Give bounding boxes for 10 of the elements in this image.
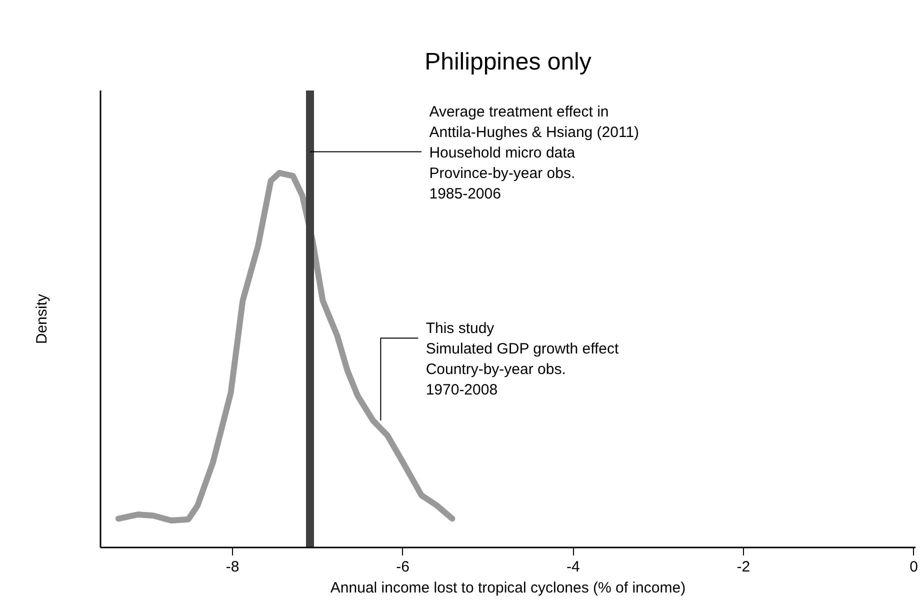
y-axis-title: Density xyxy=(34,293,50,344)
x-tick-label: -4 xyxy=(566,558,580,576)
x-axis-title: Annual income lost to tropical cyclones (% of income) xyxy=(330,580,686,596)
annotation: This study Simulated GDP growth effect Country-by-year obs. 1970-2008 xyxy=(426,320,620,398)
x-tick-label: -2 xyxy=(736,558,750,576)
x-tick-label: -6 xyxy=(396,558,410,576)
x-tick-label: 0 xyxy=(910,558,918,576)
ref-line-label: Average treatment effect in Anttila-Hughes & Hsiang (2011) Household micro data Province-by-year obs. 1985-2006 xyxy=(429,104,640,202)
chart-title: Philippines only xyxy=(424,48,592,76)
x-tick-label: -8 xyxy=(226,558,240,576)
